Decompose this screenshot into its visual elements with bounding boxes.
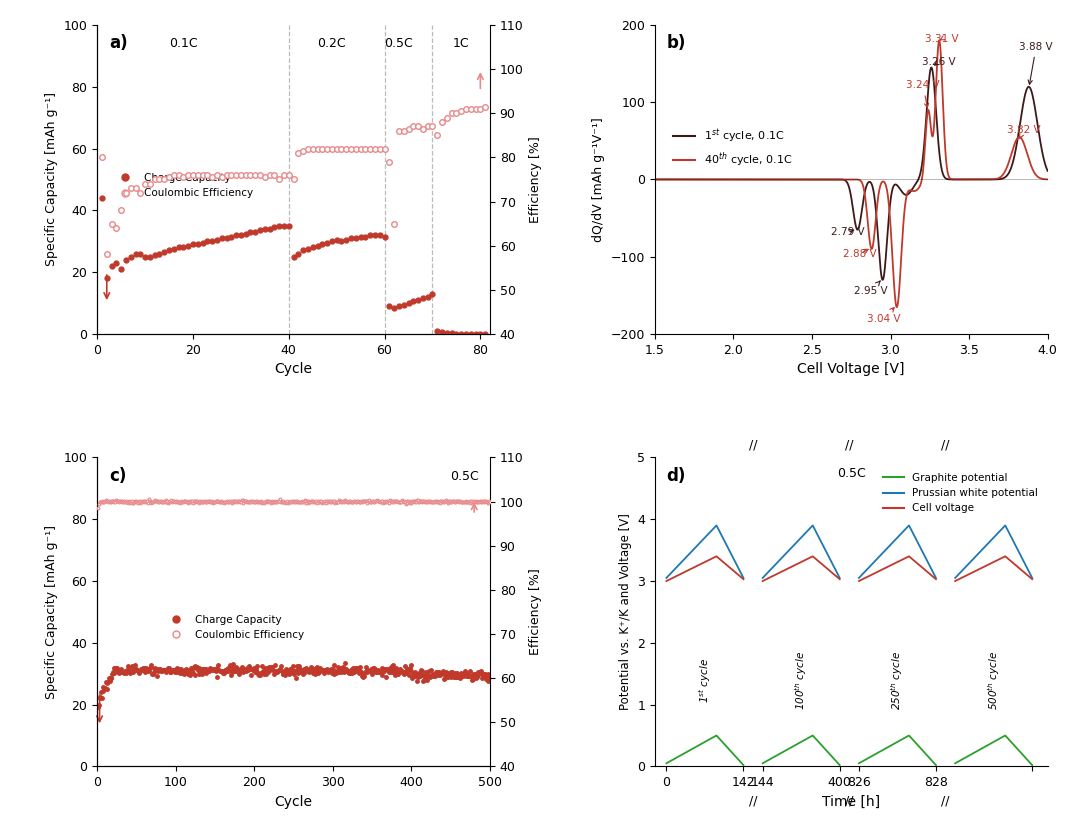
Legend: Charge Capacity, Coulombic Efficiency: Charge Capacity, Coulombic Efficiency (161, 611, 308, 644)
Text: d): d) (666, 466, 686, 485)
Text: 2.79 V: 2.79 V (831, 227, 864, 237)
Text: 2.95 V: 2.95 V (854, 281, 888, 296)
Text: 1$^{st}$ cycle: 1$^{st}$ cycle (697, 657, 713, 702)
Text: b): b) (666, 34, 686, 52)
Text: a): a) (109, 34, 127, 52)
Text: 0.5C: 0.5C (837, 466, 865, 480)
X-axis label: Cycle: Cycle (274, 362, 312, 377)
Text: //: // (942, 438, 949, 451)
Text: 1C: 1C (453, 37, 470, 50)
Y-axis label: Potential vs. K⁺/K and Voltage [V]: Potential vs. K⁺/K and Voltage [V] (619, 513, 632, 711)
Text: 3.04 V: 3.04 V (867, 307, 901, 324)
Text: 3.26 V: 3.26 V (922, 57, 956, 67)
Text: //: // (845, 794, 853, 807)
Legend: Graphite potential, Prussian white potential, Cell voltage: Graphite potential, Prussian white poten… (879, 469, 1042, 517)
Text: 3.88 V: 3.88 V (1020, 42, 1053, 84)
Text: 0.5C: 0.5C (384, 37, 414, 50)
Legend: Charge Capacity, Coulombic Efficiency: Charge Capacity, Coulombic Efficiency (110, 169, 257, 202)
Text: 2.88 V: 2.88 V (843, 249, 877, 259)
Text: 3.31 V: 3.31 V (926, 34, 959, 44)
Text: 3.24 V: 3.24 V (906, 80, 940, 107)
Legend: 1$^{st}$ cycle, 0.1C, 40$^{th}$ cycle, 0.1C: 1$^{st}$ cycle, 0.1C, 40$^{th}$ cycle, 0… (669, 123, 797, 174)
Text: 500$^{th}$ cycle: 500$^{th}$ cycle (986, 651, 1001, 710)
X-axis label: Cycle: Cycle (274, 795, 312, 809)
Text: //: // (845, 438, 853, 451)
Text: 250$^{th}$ cycle: 250$^{th}$ cycle (890, 651, 905, 710)
Text: 0.5C: 0.5C (450, 470, 480, 483)
Y-axis label: Efficiency [%]: Efficiency [%] (529, 569, 542, 656)
Text: //: // (942, 794, 949, 807)
Y-axis label: Efficiency [%]: Efficiency [%] (529, 136, 542, 222)
Text: //: // (748, 438, 757, 451)
Text: 3.82 V: 3.82 V (1007, 125, 1040, 138)
X-axis label: Cell Voltage [V]: Cell Voltage [V] (797, 362, 905, 377)
Text: c): c) (109, 466, 126, 485)
Y-axis label: Specific Capacity [mAh g⁻¹]: Specific Capacity [mAh g⁻¹] (45, 525, 58, 699)
Text: 100$^{th}$ cycle: 100$^{th}$ cycle (794, 651, 809, 710)
X-axis label: Time [h]: Time [h] (822, 795, 880, 809)
Text: //: // (748, 794, 757, 807)
Text: 0.2C: 0.2C (318, 37, 347, 50)
Y-axis label: Specific Capacity [mAh g⁻¹]: Specific Capacity [mAh g⁻¹] (45, 92, 58, 267)
Text: 0.1C: 0.1C (170, 37, 198, 50)
Y-axis label: dQ/dV [mAh g⁻¹V⁻¹]: dQ/dV [mAh g⁻¹V⁻¹] (592, 117, 605, 242)
